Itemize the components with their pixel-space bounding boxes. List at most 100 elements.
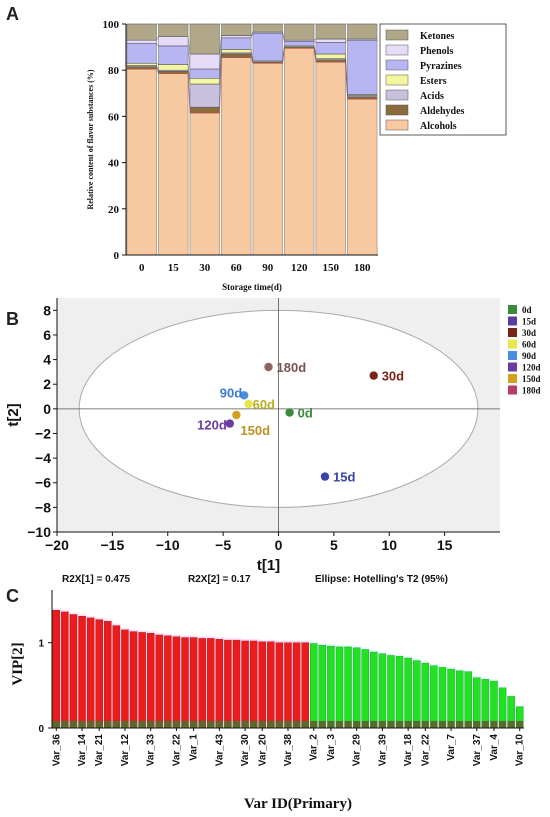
vip-bar-error-base — [130, 721, 138, 728]
score-scatter-plot: −20 −15 −10 −5 0 5 10 15−10−8−6−4−2024680d15d30… — [5, 298, 541, 585]
chart-c-x-tick: Var_22 — [420, 734, 431, 767]
legend-swatch-90d — [508, 351, 517, 360]
vip-bar-error-base — [361, 721, 369, 728]
legend-swatch-pyrazines — [385, 59, 409, 71]
legend-label-60d: 60d — [522, 340, 536, 350]
vip-bar-error-base — [52, 721, 60, 728]
panel-a-letter: A — [6, 4, 19, 24]
legend-label-alcohols: Alcohols — [420, 121, 457, 132]
chart-b-x-tick: 15 — [437, 537, 453, 553]
vip-bar-error-base — [387, 721, 395, 728]
bar-segment-ketones-0 — [126, 23, 157, 41]
vip-bar-error-base — [275, 721, 283, 728]
vip-bar-error-base — [284, 721, 292, 728]
chart-b-x-tick: −5 — [215, 537, 231, 553]
legend-swatch-0d — [508, 305, 517, 314]
chart-c-y-tick: 0 — [38, 724, 44, 735]
vip-bar-error-base — [327, 721, 335, 728]
vip-bar-chart: 0 1 Var_36 Var_14 Var_21 Var_12 Var_33 Var_22 Va… — [10, 590, 526, 812]
vip-bar — [52, 610, 61, 729]
chart-a-x-tick: 60 — [231, 262, 243, 274]
chart-c-x-tick: Var_29 — [352, 734, 363, 767]
vip-bar — [395, 656, 404, 729]
vip-bar — [232, 639, 241, 729]
bar-segment-ketones-30 — [189, 23, 220, 55]
chart-c-x-tick: Var_39 — [377, 734, 388, 767]
vip-bar-error-base — [155, 721, 163, 728]
vip-bar-error-base — [104, 721, 112, 728]
bar-segment-aldehydes-180 — [347, 96, 378, 100]
bar-segment-ketones-120 — [284, 23, 315, 41]
point-0d — [285, 408, 294, 417]
chart-a-y-tick: 100 — [103, 19, 120, 31]
bar-segment-phenols-30 — [189, 53, 220, 70]
vip-bar-error-base — [198, 721, 206, 728]
point-label-60d: 60d — [253, 397, 275, 412]
bar-segment-alcohols-120 — [284, 48, 315, 256]
bar-segment-alcohols-150 — [315, 61, 346, 256]
legend-swatch-120d — [508, 362, 517, 372]
chart-b-y-tick: −2 — [35, 425, 51, 441]
point-label-15d: 15d — [333, 470, 355, 485]
bar-segment-pyrazines-150 — [315, 42, 346, 55]
bar-segment-esters-60 — [221, 49, 252, 54]
vip-bar-error-base — [396, 721, 404, 728]
vip-bar — [301, 642, 309, 729]
vip-bar-error-base — [413, 721, 421, 728]
vip-bar — [473, 677, 481, 729]
legend-label-pyrazines: Pyrazines — [420, 61, 462, 72]
layer-connector-alcohols — [126, 47, 378, 114]
vip-bar — [481, 679, 490, 729]
vip-bar-error-base — [164, 721, 172, 728]
vip-bar — [267, 641, 275, 729]
bar-segment-ketones-90 — [252, 23, 283, 33]
bar-segment-phenols-15 — [158, 36, 189, 47]
chart-c-x-tick: Var_12 — [120, 734, 131, 767]
vip-bar-error-base — [190, 721, 198, 728]
vip-bar — [61, 611, 69, 729]
chart-c-x-tick: Var_33 — [146, 734, 157, 767]
vip-bar — [335, 646, 344, 729]
vip-bar — [224, 639, 232, 729]
legend-swatch-alcohols — [385, 119, 409, 131]
vip-bar — [284, 642, 292, 729]
bar-segment-alcohols-30 — [189, 112, 220, 256]
r2x2-note: R2X[2] = 0.17 — [188, 574, 251, 585]
layer-connector-pyrazines — [126, 32, 378, 70]
vip-bar — [181, 637, 189, 729]
vip-bar — [86, 617, 95, 729]
bar-segment-pyrazines-30 — [189, 68, 220, 79]
bar-segment-ketones-180 — [347, 23, 378, 40]
bar-segment-pyrazines-90 — [252, 33, 283, 62]
vip-bar-error-base — [147, 721, 155, 728]
point-label-90d: 90d — [220, 385, 242, 400]
legend-swatch-ketones — [385, 29, 409, 41]
bar-segment-phenols-150 — [315, 38, 346, 43]
vip-bar — [164, 635, 172, 729]
stacked-bar-chart: 0 15 30 60 90 120 150 180 0 20 40 60 80 100 Relative … — [86, 19, 507, 292]
vip-bar-error-base — [370, 721, 378, 728]
vip-bar-error-base — [112, 721, 120, 728]
vip-bar-error-base — [353, 721, 361, 728]
chart-c-x-tick: Var_36 — [51, 734, 62, 767]
chart-b-y-tick: −6 — [35, 475, 51, 491]
r2x1-note: R2X[1] = 0.475 — [62, 574, 131, 585]
vip-bar — [378, 653, 387, 729]
legend-label-0d: 0d — [522, 305, 532, 315]
bar-segment-pyrazines-0 — [126, 43, 157, 64]
bar-segment-esters-15 — [158, 64, 189, 71]
vip-bar — [310, 643, 318, 729]
vip-bar-error-base — [490, 721, 498, 728]
vip-bar-error-base — [404, 721, 412, 728]
vip-bar — [352, 647, 361, 729]
vip-bar — [172, 636, 181, 729]
legend-label-30d: 30d — [522, 328, 536, 338]
vip-bar-error-base — [121, 721, 129, 728]
vip-bar — [121, 629, 129, 729]
vip-bar-error-base — [258, 721, 266, 728]
vip-bar-error-base — [224, 721, 232, 728]
chart-b-y-tick: 4 — [43, 352, 51, 368]
point-label-30d: 30d — [382, 369, 404, 384]
chart-b-y-tick: 2 — [43, 376, 51, 392]
